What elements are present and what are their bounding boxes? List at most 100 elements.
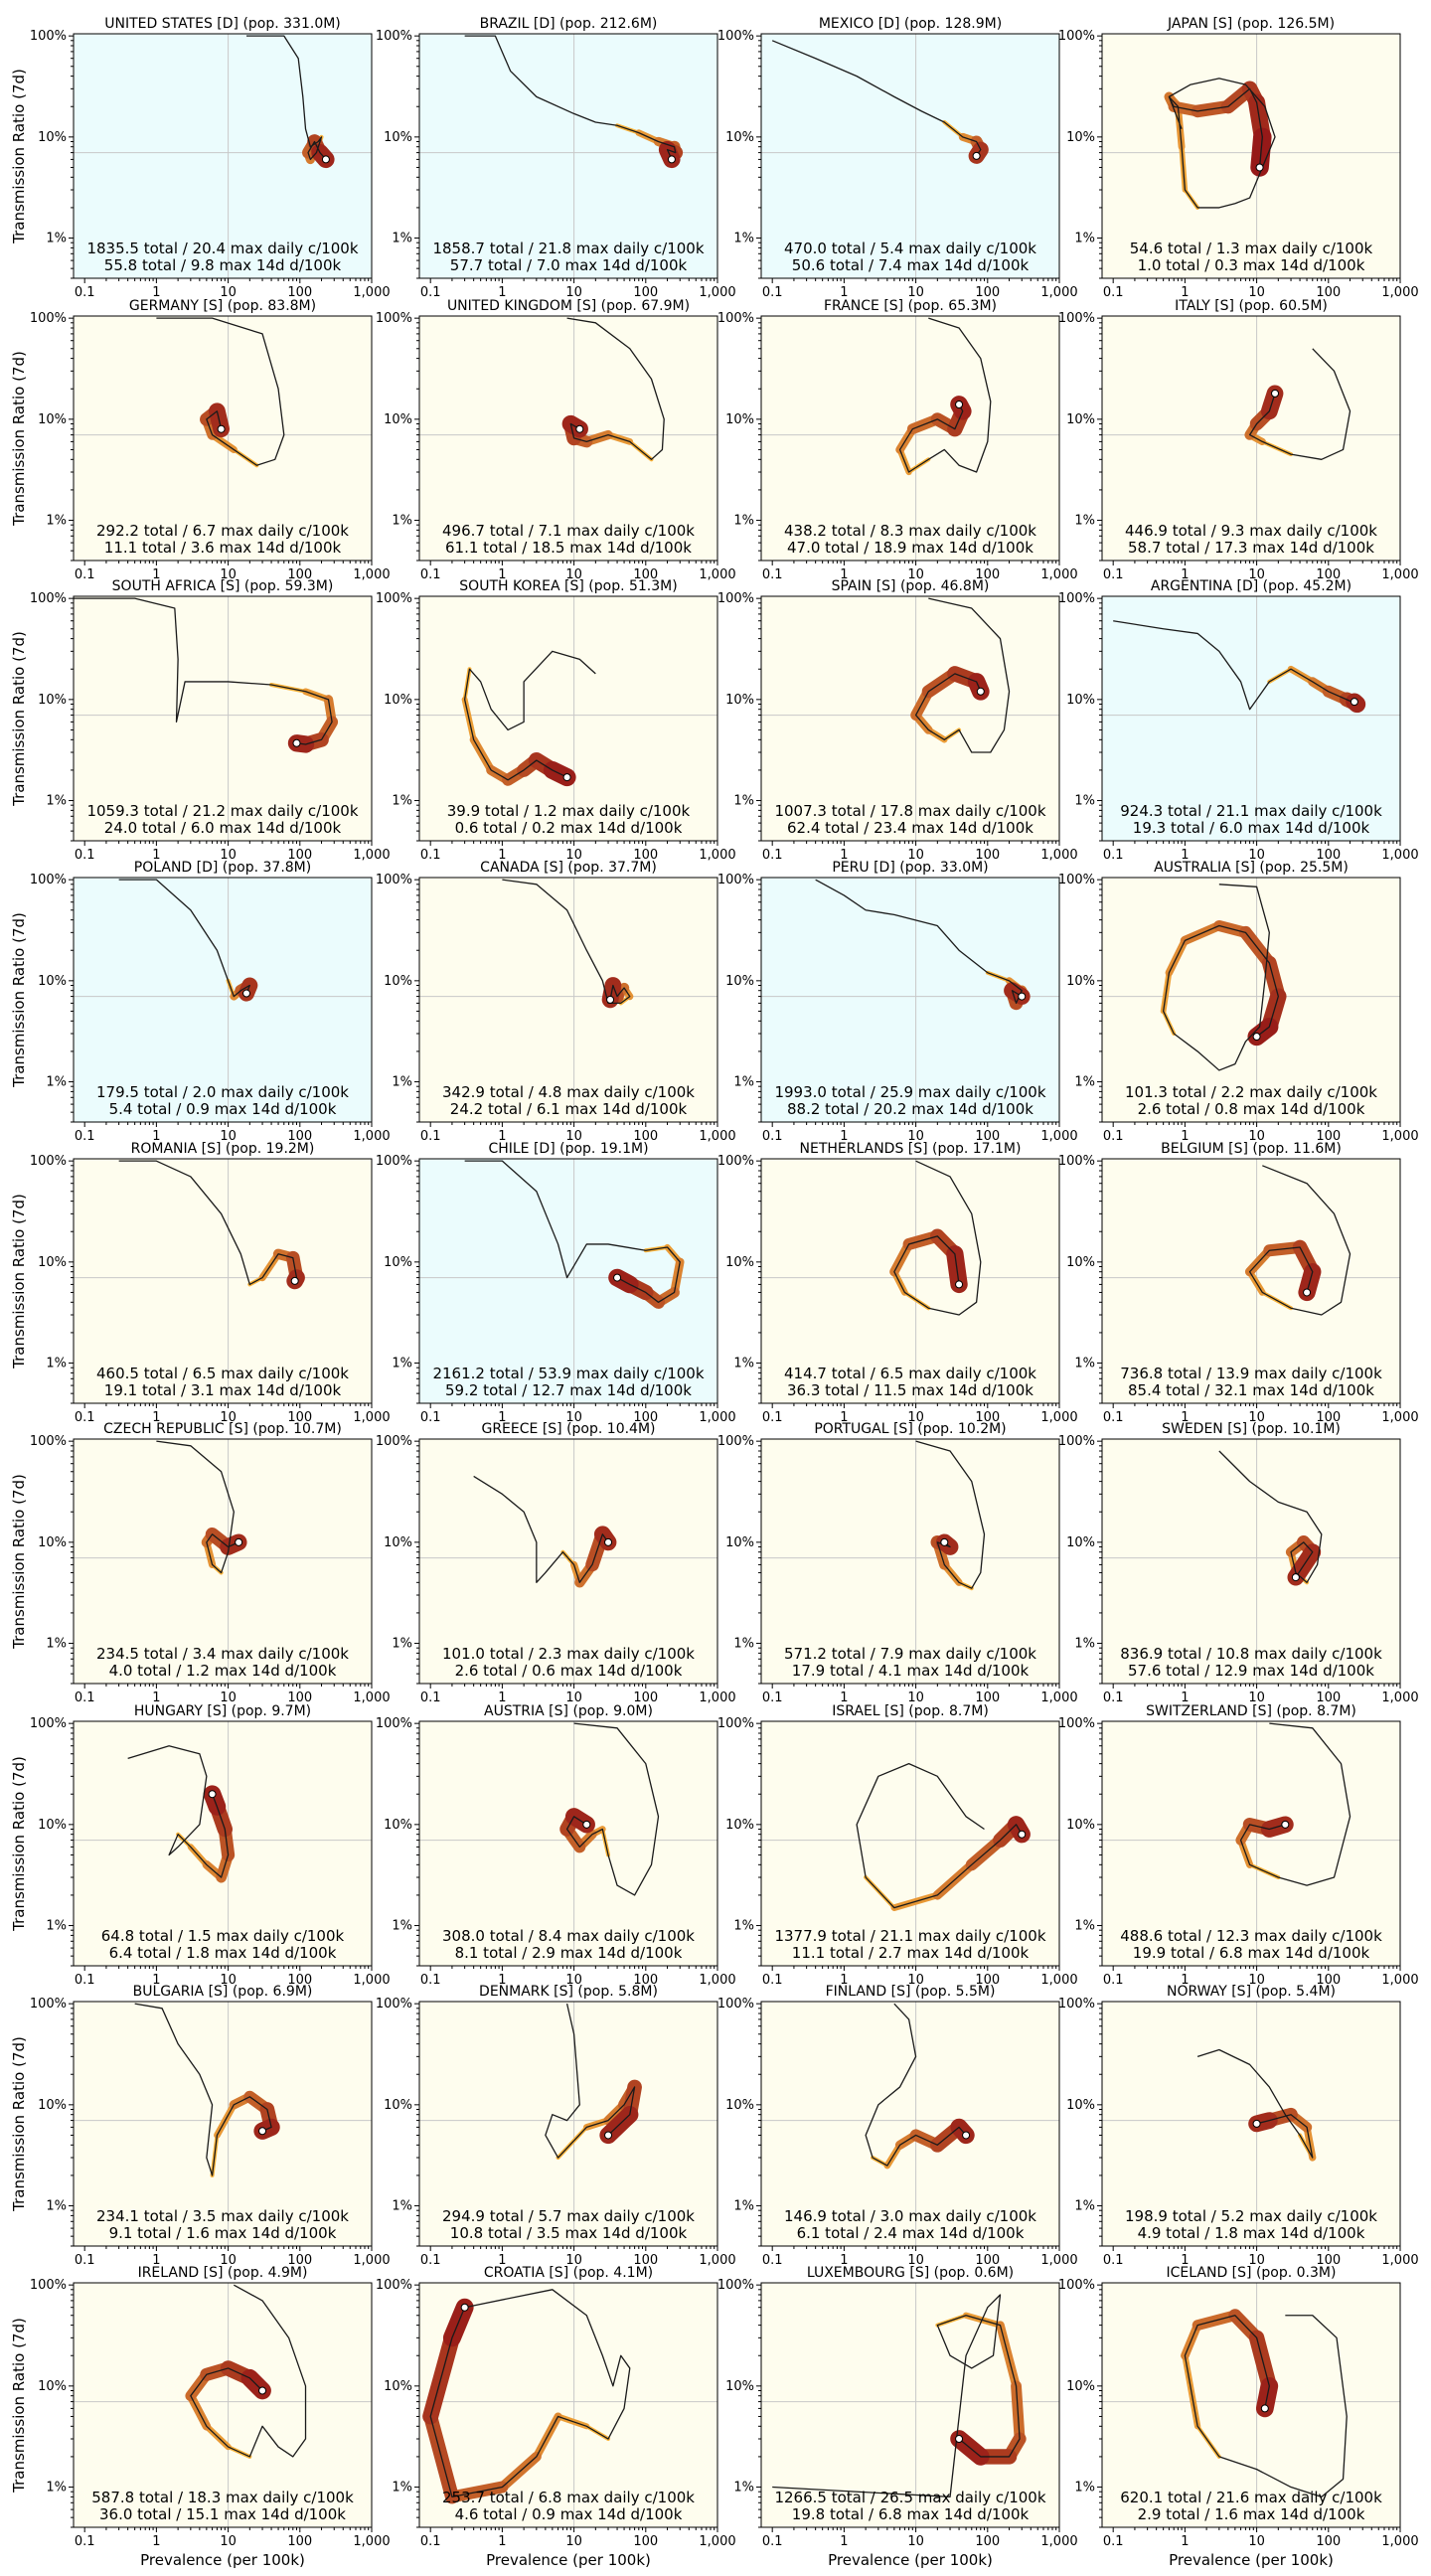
y-axis-label: Transmission Ratio (7d) — [10, 631, 28, 807]
x-tick-label: 100 — [1316, 1129, 1341, 1144]
y-tick-label: 1% — [392, 794, 412, 809]
panel-portugal: 100% 10% 1% 0.1 1 10 100 1,000 PORTUGAL [S] (pop… — [717, 1421, 1078, 1705]
x-tick-label: 10 — [1248, 1129, 1265, 1144]
panel-frame — [73, 315, 373, 562]
x-tick-label: 1 — [1181, 1973, 1189, 1988]
y-tick-label: 10% — [38, 974, 67, 989]
panel-stat-cases: 1266.5 total / 26.5 max daily c/100k — [774, 2489, 1045, 2506]
panel-frame — [418, 2282, 718, 2528]
y-axis-label: Transmission Ratio (7d) — [10, 1474, 28, 1650]
panel-stat-deaths: 8.1 total / 2.9 max 14d d/100k — [455, 1944, 683, 1962]
x-tick-label: 1,000 — [1381, 1129, 1418, 1144]
x-tick-label: 1 — [840, 2253, 848, 2268]
x-tick-label: 0.1 — [1103, 1973, 1124, 1988]
panel-stat-cases: 571.2 total / 7.9 max daily c/100k — [784, 1645, 1036, 1663]
y-axis-label: Transmission Ratio (7d) — [10, 69, 28, 244]
current-point-marker — [1291, 1573, 1300, 1582]
panel-title: DENMARK [S] (pop. 5.8M) — [479, 1984, 658, 2000]
y-tick-label: 1% — [733, 232, 754, 246]
panel-stat-cases: 39.9 total / 1.2 max daily c/100k — [447, 802, 691, 820]
x-tick-label: 1 — [1181, 848, 1189, 863]
x-tick-label: 10 — [1248, 2253, 1265, 2268]
panel-stat-deaths: 88.2 total / 20.2 max 14d d/100k — [787, 1100, 1034, 1118]
x-tick-label: 100 — [287, 1973, 312, 1988]
x-tick-label: 10 — [1248, 1690, 1265, 1705]
panel-united-states: 100% 10% 1% 0.1 1 10 100 1,000 UNITED STATES [D]… — [10, 16, 391, 300]
x-tick-label: 1 — [498, 1129, 506, 1144]
panel-frame — [73, 2282, 373, 2528]
panel-stat-deaths: 47.0 total / 18.9 max 14d d/100k — [787, 539, 1034, 557]
trajectory-line — [898, 317, 992, 473]
x-tick-label: 100 — [975, 567, 1000, 582]
trajectory-line — [464, 1160, 681, 1303]
x-tick-label: 1,000 — [699, 567, 735, 582]
y-axis-label: Transmission Ratio (7d) — [10, 2318, 28, 2494]
y-tick-label: 1% — [392, 232, 412, 246]
trajectory-line — [127, 1745, 230, 1878]
x-tick-label: 0.1 — [75, 848, 95, 863]
x-tick-label: 10 — [220, 567, 237, 582]
x-tick-label: 1 — [498, 1690, 506, 1705]
x-tick-label: 10 — [220, 2253, 237, 2268]
x-tick-label: 1,000 — [1381, 1690, 1418, 1705]
panel-background — [74, 1439, 372, 1684]
panel-stat-cases: 1059.3 total / 21.2 max daily c/100k — [86, 802, 358, 820]
panel-title: IRELAND [S] (pop. 4.9M) — [138, 2265, 308, 2281]
current-point-marker — [1271, 389, 1280, 398]
x-tick-label: 0.1 — [420, 285, 441, 300]
panel-italy: 100% 10% 1% 0.1 1 10 100 1,000 ITALY [S] (pop. 6… — [1058, 298, 1419, 582]
x-tick-label: 10 — [565, 2534, 582, 2549]
panel-background — [761, 1721, 1059, 1966]
panel-frame — [73, 877, 373, 1123]
y-tick-label: 10% — [1066, 1535, 1095, 1550]
panel-title: CANADA [S] (pop. 37.7M) — [480, 860, 657, 876]
x-tick-label: 1,000 — [1381, 1973, 1418, 1988]
x-tick-label: 0.1 — [762, 1973, 783, 1988]
x-tick-label: 1,000 — [1040, 2534, 1077, 2549]
panel-brazil: 100% 10% 1% 0.1 1 10 100 1,000 BRAZIL [D] (pop. … — [376, 16, 736, 300]
panel-stat-cases: 438.2 total / 8.3 max daily c/100k — [784, 522, 1036, 540]
y-tick-label: 10% — [384, 974, 412, 989]
x-tick-label: 1,000 — [353, 1973, 390, 1988]
y-tick-label: 100% — [717, 1997, 754, 2012]
x-tick-label: 0.1 — [1103, 567, 1124, 582]
y-tick-label: 1% — [733, 1919, 754, 1934]
y-tick-label: 1% — [392, 2199, 412, 2214]
panel-finland: 100% 10% 1% 0.1 1 10 100 1,000 FINLAND [S] (pop.… — [717, 1984, 1078, 2268]
x-tick-label: 0.1 — [75, 567, 95, 582]
x-axis-label: Prevalence (per 100k) — [140, 2551, 305, 2569]
panel-stat-deaths: 24.0 total / 6.0 max 14d d/100k — [104, 819, 342, 837]
trajectory-line — [118, 1160, 298, 1286]
y-tick-label: 100% — [717, 29, 754, 44]
x-tick-label: 0.1 — [1103, 285, 1124, 300]
x-tick-label: 100 — [633, 2534, 658, 2549]
x-tick-label: 0.1 — [762, 1690, 783, 1705]
current-point-marker — [667, 155, 676, 164]
y-tick-label: 10% — [38, 1535, 67, 1550]
panel-frame — [418, 1158, 718, 1404]
panel-background — [74, 1159, 372, 1403]
x-tick-label: 10 — [565, 1410, 582, 1425]
panel-frame — [760, 595, 1060, 842]
panel-frame — [760, 315, 1060, 562]
x-tick-label: 0.1 — [420, 1690, 441, 1705]
y-tick-label: 10% — [1066, 1818, 1095, 1833]
trajectory-line — [464, 35, 677, 160]
panel-background — [761, 2002, 1059, 2246]
panel-france: 100% 10% 1% 0.1 1 10 100 1,000 FRANCE [S] (pop. … — [717, 298, 1078, 582]
y-tick-label: 100% — [1058, 1716, 1095, 1731]
y-tick-label: 1% — [1074, 2199, 1095, 2214]
x-tick-label: 1,000 — [353, 1690, 390, 1705]
x-tick-label: 1 — [840, 1973, 848, 1988]
x-tick-label: 10 — [565, 567, 582, 582]
y-tick-label: 100% — [717, 873, 754, 887]
x-tick-label: 1 — [152, 285, 160, 300]
y-tick-label: 100% — [376, 2278, 412, 2293]
panel-title: POLAND [D] (pop. 37.8M) — [134, 860, 311, 876]
y-tick-label: 100% — [1058, 591, 1095, 606]
trajectory-line — [502, 879, 631, 1005]
x-tick-label: 100 — [975, 1410, 1000, 1425]
panel-background — [419, 1159, 717, 1403]
panel-frame — [418, 315, 718, 562]
current-point-marker — [292, 738, 301, 747]
